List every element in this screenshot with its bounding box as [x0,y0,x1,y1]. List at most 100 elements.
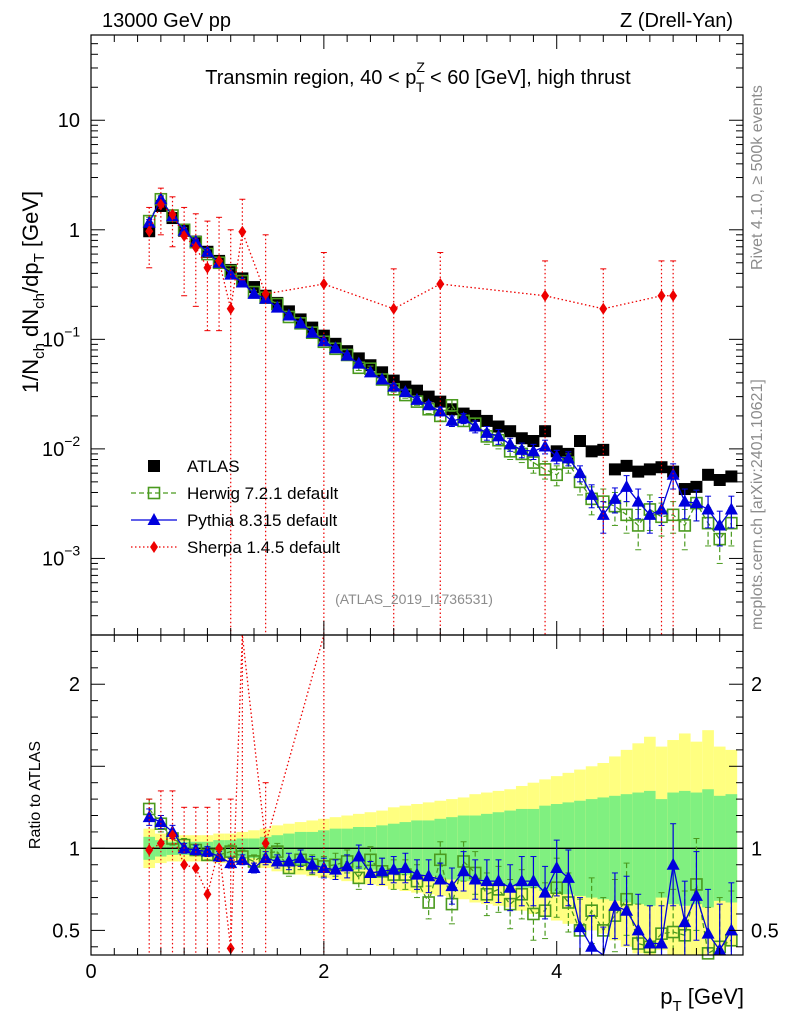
y-tick-label: 10−3 [42,542,80,570]
ratio-point-pythia [561,870,575,883]
panel-title-post: < 60 [GeV], high thrust [424,67,631,89]
top-point-atlas [480,414,493,427]
top-point-pythia [294,316,308,329]
x-tick-label: 4 [551,961,562,983]
top-point-pythia [410,392,424,405]
ratio-point-pythia [515,874,529,887]
ratio-point-pythia [340,859,354,872]
panel-title-sup: Z [416,59,425,75]
top-point-atlas [574,435,586,448]
ratio-point-sherpa [261,837,270,850]
x-axis-label: pT [GeV] [660,984,744,1015]
top-point-pythia [363,365,377,378]
legend-item-atlas: ATLAS [148,457,240,476]
legend-marker-herwig [147,486,161,500]
top-point-pythia [655,502,668,515]
ratio-point-pythia [585,939,599,952]
top-point-herwig [550,468,564,482]
ratio-point-pythia [678,915,692,928]
top-point-pythia [550,449,564,462]
x-axis-label-b: [GeV] [682,984,744,1009]
top-point-pythia [154,192,168,205]
top-point-pythia [375,372,389,385]
ratio-point-pythia [724,923,738,936]
legend-label-atlas: ATLAS [187,457,240,476]
top-point-atlas [725,470,738,483]
top-point-pythia [317,334,331,347]
ratio-point-pythia [468,872,482,885]
top-point-herwig [678,519,692,532]
legend-marker-sherpa [150,541,158,553]
panel-title: Transmin region, 40 < pZ T < 60 [GeV], hi… [205,59,631,95]
legend-item-pythia: Pythia 8.315 default [131,511,338,530]
ratio-point-pythia [235,852,249,865]
top-point-sherpa [238,225,247,238]
top-point-atlas [620,459,633,472]
top-point-sherpa [191,241,200,254]
ratio-point-pythia [433,872,447,885]
top-point-atlas [643,463,656,476]
ratio-point-sherpa [168,829,177,842]
top-point-atlas [713,473,726,486]
top-point-pythia [142,215,156,228]
ratio-line-herwig [148,808,732,955]
top-point-pythia [724,502,738,515]
y-axis-label-sub2: ch [31,293,48,309]
top-point-sherpa [156,198,165,211]
ratio-point-pythia [608,898,622,911]
ratio-point-sherpa [215,842,224,855]
top-point-sherpa [669,289,678,302]
top-point-pythia [678,494,692,507]
ratio-y-tick-label-left: 1 [69,838,80,860]
ratio-point-pythia [445,879,459,892]
legend-item-herwig: Herwig 7.2.1 default [131,484,338,503]
ratio-point-pythia [655,936,668,949]
header-right: Z (Drell-Yan) [620,10,733,32]
main-panel: 10−3 10−2 10−1 1 10 Transmin region, 40 < pZ… [18,34,744,636]
top-point-pythia [445,413,459,426]
top-point-sherpa [599,302,608,315]
ratio-point-pythia [422,869,436,882]
top-point-sherpa [168,208,177,221]
top-point-atlas [585,445,598,458]
ratio-point-herwig [422,896,435,909]
panel-title-pre: Transmin region, 40 < p [205,67,416,89]
top-point-pythia [457,411,471,424]
ratio-point-pythia [666,857,680,870]
top-point-pythia [561,451,575,464]
ratio-series-sherpa [145,634,327,956]
legend-label-pythia: Pythia 8.315 default [187,511,338,530]
ratio-point-pythia [573,920,587,933]
ratio-point-pythia [305,857,319,870]
top-point-pythia [492,429,505,442]
top-point-herwig [631,519,645,532]
top-point-atlas [632,465,645,478]
ratio-point-pythia [689,888,703,901]
ratio-y-tick-label-right: 2 [751,674,762,696]
top-point-pythia [282,308,296,321]
ratio-point-sherpa [203,888,212,901]
ratio-point-sherpa [191,862,200,875]
y-axis-label-c: /dp [18,262,43,293]
top-point-pythia [235,275,249,288]
top-point-sherpa [389,302,398,315]
ratio-point-pythia [259,851,273,864]
top-point-pythia [573,466,587,479]
ratio-y-tick-label-left: 0.5 [52,920,80,942]
top-point-pythia [643,507,657,520]
ratio-point-pythia [270,854,284,867]
x-axis-label-a: p [660,984,672,1009]
top-point-atlas [504,425,517,438]
ratio-point-pythia [329,862,342,875]
header-left: 13000 GeV pp [102,10,231,32]
ratio-point-pythia [620,903,634,916]
legend: ATLAS Herwig 7.2.1 default Pythia 8.315 de… [131,457,340,557]
ratio-point-pythia [200,844,214,857]
ratio-point-pythia [247,861,261,874]
top-point-pythia [352,356,366,369]
top-point-pythia [526,444,540,457]
ratio-point-pythia [492,874,505,887]
rivet-version-label: Rivet 4.1.0, ≥ 500k events [749,85,766,270]
top-point-atlas [539,425,552,438]
top-series-herwig [142,192,738,564]
